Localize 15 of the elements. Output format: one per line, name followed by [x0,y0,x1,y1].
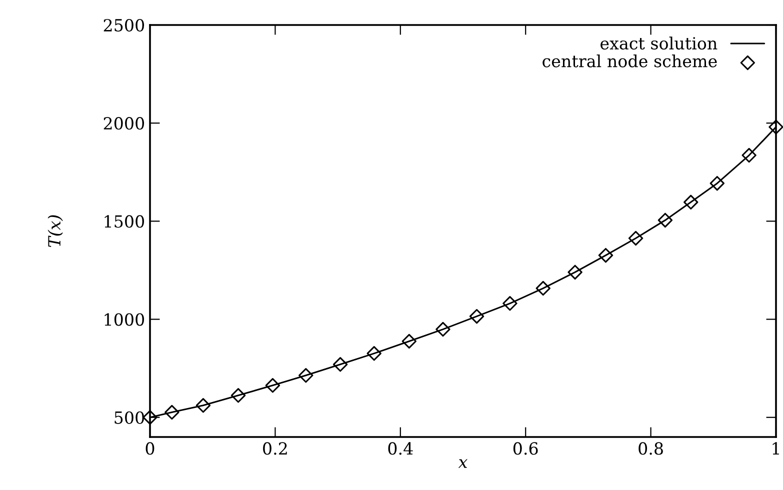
x-tick-label: 0.4 [388,442,413,455]
y-tick-label: 1500 [104,215,144,228]
y-tick-label: 2500 [104,18,144,32]
legend-label: exact solution [600,36,718,50]
y-tick-label: 500 [114,411,144,424]
y-tick-label: 1000 [104,313,144,326]
x-tick-label: 0.6 [513,442,538,455]
y-axis-title: T(x) [48,215,63,247]
x-tick-label: 0.8 [638,442,663,455]
x-axis-title: x [458,459,468,468]
y-tick-label: 2000 [104,117,144,130]
x-tick-label: 1 [772,442,779,455]
legend-label: central node scheme [542,54,717,68]
x-tick-label: 0 [146,442,154,455]
x-tick-label: 0.2 [263,442,287,455]
